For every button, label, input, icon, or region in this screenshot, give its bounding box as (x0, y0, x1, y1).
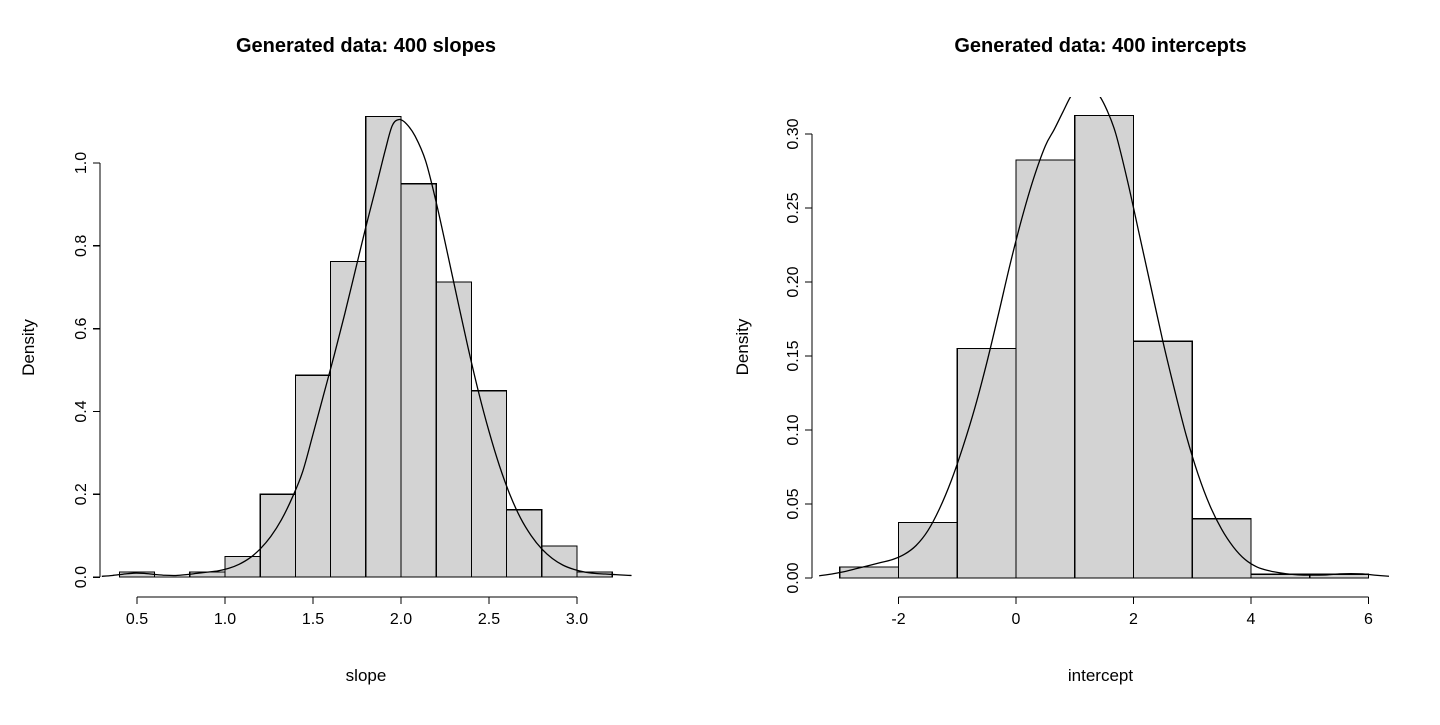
x-axis: 0.5 1.0 1.5 2.0 2.5 3.0 (126, 596, 588, 628)
x-axis: -2 0 2 4 6 (891, 596, 1373, 628)
y-tick-label: 0.0 (73, 566, 90, 588)
y-axis-title: Density (733, 318, 752, 375)
y-tick-label: 0.4 (73, 400, 90, 422)
histogram-bar (956, 348, 1017, 579)
plot-title: Generated data: 400 slopes (236, 35, 496, 57)
y-tick-label: 0.30 (785, 118, 802, 149)
x-tick-label: 2.5 (478, 611, 500, 628)
x-tick-label: 1.5 (302, 611, 324, 628)
x-tick-label: 4 (1247, 611, 1256, 628)
y-tick-label: 0.15 (785, 340, 802, 371)
y-tick-label: 0.20 (785, 266, 802, 297)
x-tick-label: 2.0 (390, 611, 412, 628)
panel-slopes: 0.5 1.0 1.5 2.0 2.5 3.0 0.0 0.2 0.4 0.6 0.8 1.0 Gene… (19, 35, 632, 685)
histogram-bar (224, 555, 261, 578)
histogram-bar (1132, 340, 1193, 579)
histogram-bar (839, 566, 900, 579)
y-tick-label: 0.25 (785, 192, 802, 223)
histogram-bar (1074, 114, 1135, 579)
histogram-bar (435, 281, 473, 578)
x-tick-label: 6 (1364, 611, 1373, 628)
histogram-bar (330, 260, 367, 578)
histogram-bar (1191, 518, 1252, 579)
histogram-bars (118, 115, 613, 578)
histogram-bar (259, 493, 297, 578)
x-tick-label: 0.5 (126, 611, 148, 628)
histogram-bar (1015, 159, 1076, 579)
x-tick-label: 3.0 (566, 611, 588, 628)
plot-title: Generated data: 400 intercepts (954, 35, 1246, 57)
histogram-bar (400, 183, 437, 578)
x-tick-label: 0 (1012, 611, 1021, 628)
y-axis-title: Density (19, 319, 38, 376)
density-curve (101, 118, 632, 577)
density-curve (819, 97, 1389, 577)
y-axis: 0.0 0.2 0.4 0.6 0.8 1.0 (73, 152, 101, 588)
y-tick-label: 0.00 (785, 562, 802, 593)
panel-intercepts: -2 0 2 4 6 0.00 0.05 0.10 0.15 0.20 0.25 0.30 Genera… (733, 35, 1389, 685)
histogram-bars (839, 114, 1370, 579)
y-tick-label: 0.8 (73, 235, 90, 257)
histogram-bar (470, 390, 508, 578)
y-tick-label: 0.6 (73, 317, 90, 339)
histogram-bar (365, 115, 402, 578)
x-tick-label: -2 (891, 611, 905, 628)
y-tick-label: 1.0 (73, 152, 90, 174)
y-tick-label: 0.10 (785, 414, 802, 445)
x-axis-title: intercept (1068, 666, 1133, 685)
x-tick-label: 2 (1129, 611, 1138, 628)
x-axis-title: slope (346, 666, 387, 685)
y-tick-label: 0.05 (785, 488, 802, 519)
y-axis: 0.00 0.05 0.10 0.15 0.20 0.25 0.30 (785, 118, 813, 594)
histogram-bar (541, 545, 578, 578)
x-tick-label: 1.0 (214, 611, 236, 628)
y-tick-label: 0.2 (73, 483, 90, 505)
histogram-bar (506, 509, 543, 578)
